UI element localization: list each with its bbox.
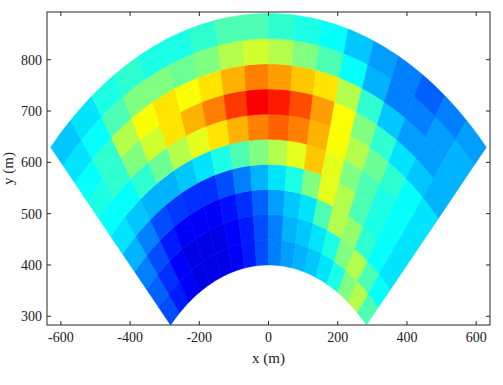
heatmap-cell [248, 114, 269, 140]
heatmap-cell [218, 40, 245, 70]
x-tick-top [199, 12, 200, 16]
x-tick [60, 321, 61, 325]
heatmap-cell [456, 120, 487, 165]
heatmap-cell [230, 141, 251, 170]
y-tick [47, 162, 51, 163]
y-axis-label: y (m) [0, 152, 17, 185]
y-tick [47, 264, 51, 265]
x-tick [476, 321, 477, 325]
y-tick [47, 213, 51, 214]
y-tick-right [486, 162, 490, 163]
y-tick-right [486, 213, 490, 214]
x-tick-top [60, 12, 61, 16]
heatmap-cell [242, 14, 269, 41]
heatmap-cell [286, 141, 307, 170]
heatmap-cell [269, 64, 293, 91]
heatmap-cell [291, 65, 316, 94]
heatmap-cell [255, 240, 269, 266]
x-tick [406, 321, 407, 325]
heatmap-cell [288, 115, 310, 144]
heatmap-cell [233, 166, 252, 194]
heatmap-cell [269, 89, 291, 115]
heatmap-cell [215, 15, 243, 45]
y-tick-label: 400 [21, 258, 42, 273]
heatmap-cell [269, 240, 283, 266]
heatmap-cell [239, 216, 255, 244]
heatmap-cell [245, 64, 269, 91]
y-tick [47, 111, 51, 112]
heatmap-cell [269, 164, 287, 190]
heatmap-cell [253, 215, 268, 241]
heatmap-cell [269, 114, 290, 140]
heatmap-cell [319, 20, 348, 53]
heatmap-cell [269, 14, 296, 41]
x-tick [130, 321, 131, 325]
heatmap-cell [292, 40, 319, 70]
y-tick-right [486, 316, 490, 317]
y-tick-label: 300 [21, 309, 42, 324]
x-tick [268, 321, 269, 325]
heatmap-cell [189, 20, 218, 53]
y-tick-right [486, 264, 490, 265]
y-tick-label: 500 [21, 207, 42, 222]
x-tick-label: 200 [327, 330, 348, 345]
x-tick [199, 321, 200, 325]
x-tick-top [130, 12, 131, 16]
heatmap-cell [294, 15, 322, 45]
heatmap-cell [242, 241, 257, 268]
x-tick-top [268, 12, 269, 16]
x-tick-top [406, 12, 407, 16]
plot-frame [47, 12, 490, 325]
x-tick-top [476, 12, 477, 16]
x-axis-label: x (m) [252, 350, 285, 367]
x-tick-label: -200 [186, 330, 212, 345]
heatmap-cell [246, 89, 268, 115]
heatmap-cell [249, 139, 268, 165]
x-tick-label: 400 [396, 330, 417, 345]
heatmap-cell [289, 90, 313, 119]
heatmap-cell [269, 139, 288, 165]
heatmap-cell [251, 164, 269, 190]
heatmap-cell [269, 39, 294, 66]
x-tick-label: -400 [117, 330, 143, 345]
y-tick [47, 59, 51, 60]
x-tick-label: -600 [48, 330, 74, 345]
heatmap-cell [269, 215, 284, 241]
heatmap-cell [269, 190, 286, 216]
y-tick-right [486, 59, 490, 60]
heatmap-cell [252, 190, 269, 216]
y-tick-label: 700 [21, 104, 42, 119]
heatmap-cell [227, 115, 249, 144]
y-tick-label: 800 [21, 53, 42, 68]
y-tick-label: 600 [21, 155, 42, 170]
x-tick [337, 321, 338, 325]
heatmap-cell [285, 166, 304, 194]
y-tick [47, 316, 51, 317]
y-tick-right [486, 111, 490, 112]
heatmap-cell [243, 39, 268, 66]
heatmap-cell [163, 29, 193, 65]
heatmap-cells [51, 14, 487, 325]
x-tick-label: 0 [265, 330, 272, 345]
chart: -600 -400 -200 0 200 400 600 300 400 500 600 700 800… [0, 0, 503, 385]
heatmap-cell [224, 90, 248, 119]
x-tick-label: 600 [466, 330, 487, 345]
heatmap-cell [221, 65, 246, 94]
x-tick-top [337, 12, 338, 16]
heatmap-cell [236, 191, 254, 219]
